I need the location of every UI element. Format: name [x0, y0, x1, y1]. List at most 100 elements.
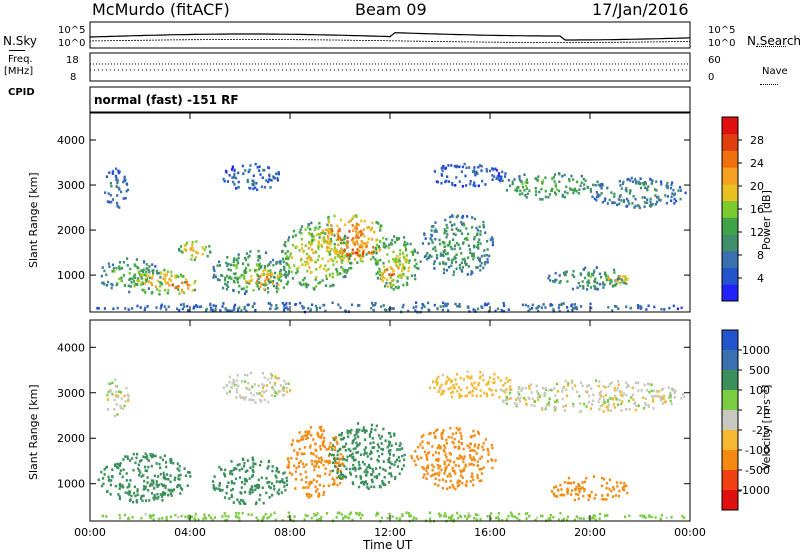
range-cell	[105, 175, 109, 178]
range-cell	[466, 256, 470, 259]
power-colorbar-segment	[722, 133, 738, 151]
range-cell	[246, 387, 249, 391]
range-cell	[570, 481, 573, 485]
range-cell	[477, 513, 480, 517]
range-cell	[128, 499, 132, 502]
range-cell	[479, 457, 482, 460]
range-cell	[615, 282, 618, 286]
range-cell	[480, 472, 484, 475]
range-cell	[239, 396, 242, 399]
range-cell	[591, 517, 594, 520]
range-cell	[257, 249, 260, 253]
range-cell	[441, 486, 444, 490]
range-cell	[309, 446, 312, 449]
range-cell	[282, 394, 285, 397]
range-cell	[266, 481, 269, 484]
range-cell	[244, 490, 247, 494]
range-cell	[336, 483, 339, 487]
range-cell	[540, 187, 543, 191]
range-cell	[234, 176, 237, 180]
range-cell	[479, 233, 482, 236]
range-cell	[516, 186, 519, 190]
range-cell	[670, 199, 673, 202]
range-cell	[467, 306, 470, 309]
range-cell	[325, 228, 328, 232]
range-cell	[649, 178, 652, 181]
range-cell	[226, 256, 229, 259]
range-cell	[245, 309, 248, 313]
range-cell	[486, 394, 489, 398]
range-cell	[247, 170, 250, 174]
range-cell	[387, 460, 390, 463]
range-cell	[426, 252, 429, 255]
range-cell	[434, 246, 437, 249]
range-cell	[206, 254, 209, 258]
range-cell	[458, 165, 461, 169]
range-cell	[286, 307, 289, 311]
range-cell	[350, 454, 353, 457]
range-cell	[474, 443, 477, 446]
range-cell	[626, 204, 629, 208]
range-cell	[683, 395, 686, 399]
range-cell	[232, 258, 235, 262]
range-cell	[493, 377, 496, 381]
range-cell	[158, 289, 161, 293]
range-cell	[362, 228, 365, 231]
range-cell	[165, 308, 168, 311]
range-cell	[402, 273, 405, 277]
range-cell	[476, 172, 479, 175]
range-cell	[335, 260, 338, 264]
range-cell	[467, 513, 470, 517]
range-cell	[117, 171, 120, 175]
range-cell	[360, 219, 363, 223]
range-cell	[366, 486, 369, 489]
range-cell	[438, 471, 441, 474]
range-cell	[445, 380, 448, 383]
range-cell	[277, 390, 280, 393]
range-cell	[382, 265, 386, 269]
range-cell	[271, 386, 274, 389]
range-cell	[502, 310, 505, 313]
freq-tick-bottom: 8	[70, 72, 77, 83]
range-cell	[338, 227, 341, 231]
range-cell	[125, 189, 128, 193]
range-cell	[496, 307, 499, 311]
range-cell	[165, 477, 168, 481]
range-cell	[317, 494, 320, 497]
range-cell	[509, 378, 512, 382]
range-cell	[415, 266, 418, 270]
range-cell	[567, 476, 571, 480]
range-cell	[286, 465, 289, 469]
range-cell	[128, 290, 131, 294]
range-cell	[471, 216, 474, 219]
range-cell	[650, 205, 653, 208]
range-cell	[611, 309, 614, 312]
range-cell	[480, 479, 483, 482]
range-cell	[254, 309, 257, 312]
range-cell	[481, 179, 484, 183]
range-cell	[218, 488, 222, 491]
range-cell	[571, 273, 574, 277]
range-cell	[331, 301, 334, 305]
range-cell	[330, 240, 333, 244]
range-cell	[435, 254, 439, 257]
range-cell	[305, 283, 308, 287]
range-cell	[470, 475, 473, 479]
range-cell	[352, 463, 355, 467]
range-cell	[150, 492, 154, 495]
range-cell	[282, 286, 286, 289]
range-cell	[267, 302, 270, 305]
range-cell	[272, 263, 275, 267]
range-cell	[232, 176, 236, 179]
range-cell	[269, 269, 272, 272]
range-cell	[602, 410, 605, 413]
range-cell	[193, 517, 196, 521]
range-cell	[644, 402, 647, 405]
range-cell	[524, 303, 527, 307]
range-cell	[352, 467, 355, 470]
range-cell	[445, 304, 448, 308]
range-cell	[482, 466, 485, 469]
range-cell	[226, 274, 229, 278]
range-cell	[224, 282, 227, 286]
range-cell	[335, 476, 338, 480]
